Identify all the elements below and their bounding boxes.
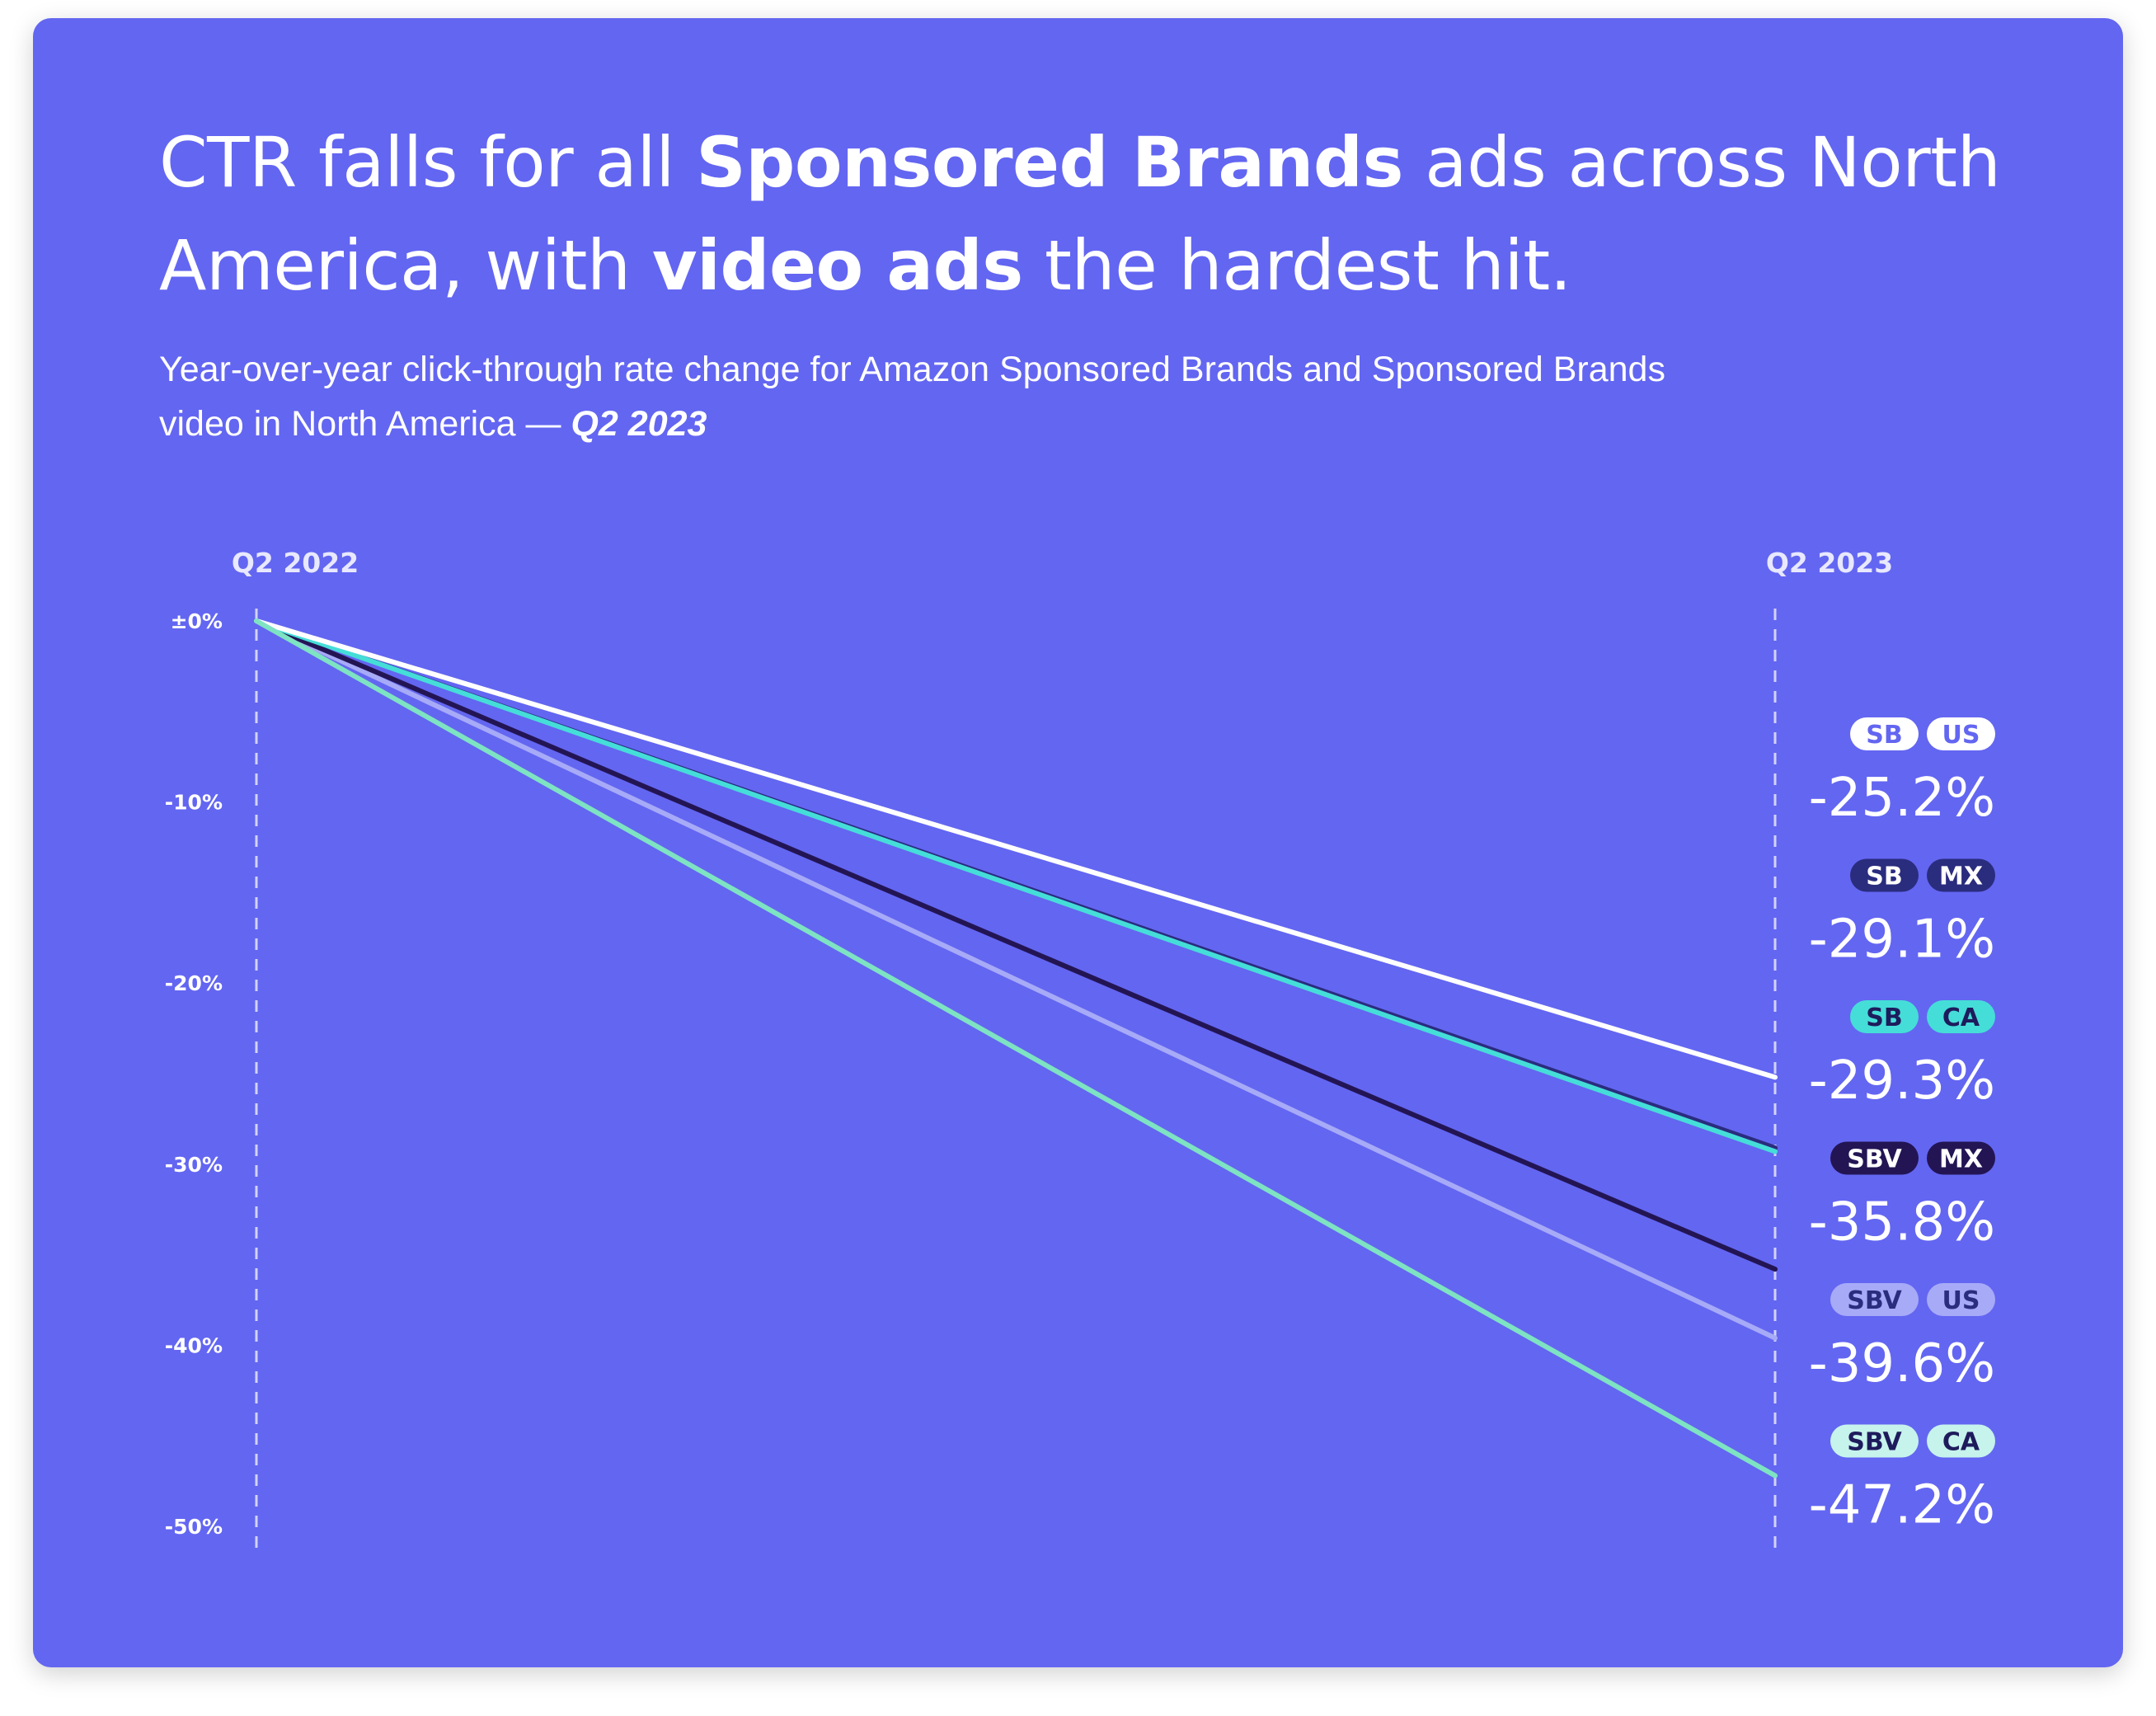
country-pill-sb-mx: [1927, 858, 1995, 892]
type-pill-label: SBV: [1847, 1286, 1902, 1315]
type-pill-label: SB: [1866, 1004, 1902, 1032]
end-value-label-sb-mx: -29.1%: [1809, 910, 1995, 971]
chart-subtitle: Year-over-year click-through rate change…: [159, 350, 1665, 444]
country-pill-sb-us: [1927, 717, 1995, 750]
country-pill-label: US: [1942, 1286, 1980, 1315]
country-pill-sbv-mx: [1927, 1141, 1995, 1175]
end-value-label-sbv-mx: -35.8%: [1809, 1192, 1995, 1253]
end-value-label-sb-us: -25.2%: [1809, 768, 1995, 829]
y-tick-label: ±0%: [171, 609, 223, 633]
series-line-sbv-mx: [254, 618, 1778, 1272]
end-value-label-sbv-us: -39.6%: [1809, 1333, 1995, 1394]
y-tick-label: -10%: [165, 791, 223, 815]
type-pill-sbv-mx: [1830, 1141, 1919, 1175]
y-tick-label: -40%: [165, 1333, 223, 1357]
period-label-0: Q2 2022: [232, 547, 359, 579]
country-pill-sb-ca: [1927, 1000, 1995, 1033]
series-line-sbv-us: [254, 618, 1778, 1341]
end-value-label-sbv-ca: -47.2%: [1809, 1475, 1995, 1536]
country-pill-label: MX: [1939, 1145, 1983, 1174]
type-pill-sb-mx: [1850, 858, 1919, 892]
type-pill-label: SBV: [1847, 1428, 1902, 1457]
country-pill-label: US: [1942, 721, 1980, 750]
type-pill-sb-us: [1850, 717, 1919, 750]
country-pill-label: CA: [1942, 1428, 1980, 1457]
country-pill-sbv-ca: [1927, 1424, 1995, 1458]
y-tick-label: -20%: [165, 971, 223, 995]
series-line-sb-ca: [254, 618, 1778, 1154]
country-pill-sbv-us: [1927, 1283, 1995, 1316]
type-pill-label: SB: [1866, 863, 1902, 891]
series-line-sbv-ca: [254, 618, 1778, 1479]
type-pill-sbv-us: [1830, 1283, 1919, 1316]
type-pill-label: SBV: [1847, 1145, 1902, 1174]
y-tick-label: -50%: [165, 1515, 223, 1539]
type-pill-sbv-ca: [1830, 1424, 1919, 1458]
series-line-sb-us: [254, 618, 1778, 1080]
end-value-label-sb-ca: -29.3%: [1809, 1051, 1995, 1112]
period-label-1: Q2 2023: [1766, 547, 1893, 579]
chart-title: CTR falls for all Sponsored Brands ads a…: [159, 122, 2001, 306]
type-pill-label: SB: [1866, 721, 1902, 750]
y-tick-label: -30%: [165, 1153, 223, 1177]
country-pill-label: CA: [1942, 1004, 1980, 1032]
country-pill-label: MX: [1939, 863, 1983, 891]
type-pill-sb-ca: [1850, 1000, 1919, 1033]
